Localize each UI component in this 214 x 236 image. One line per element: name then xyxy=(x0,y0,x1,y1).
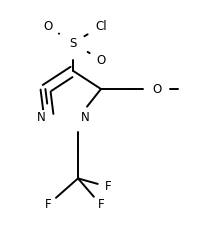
Text: S: S xyxy=(70,37,77,50)
Text: N: N xyxy=(37,111,46,125)
Text: F: F xyxy=(105,180,111,193)
Text: N: N xyxy=(81,111,90,125)
Text: O: O xyxy=(43,20,52,33)
Text: Cl: Cl xyxy=(95,20,107,33)
Text: F: F xyxy=(98,198,104,211)
Text: O: O xyxy=(152,83,161,96)
Text: O: O xyxy=(96,54,106,67)
Text: F: F xyxy=(45,198,51,211)
